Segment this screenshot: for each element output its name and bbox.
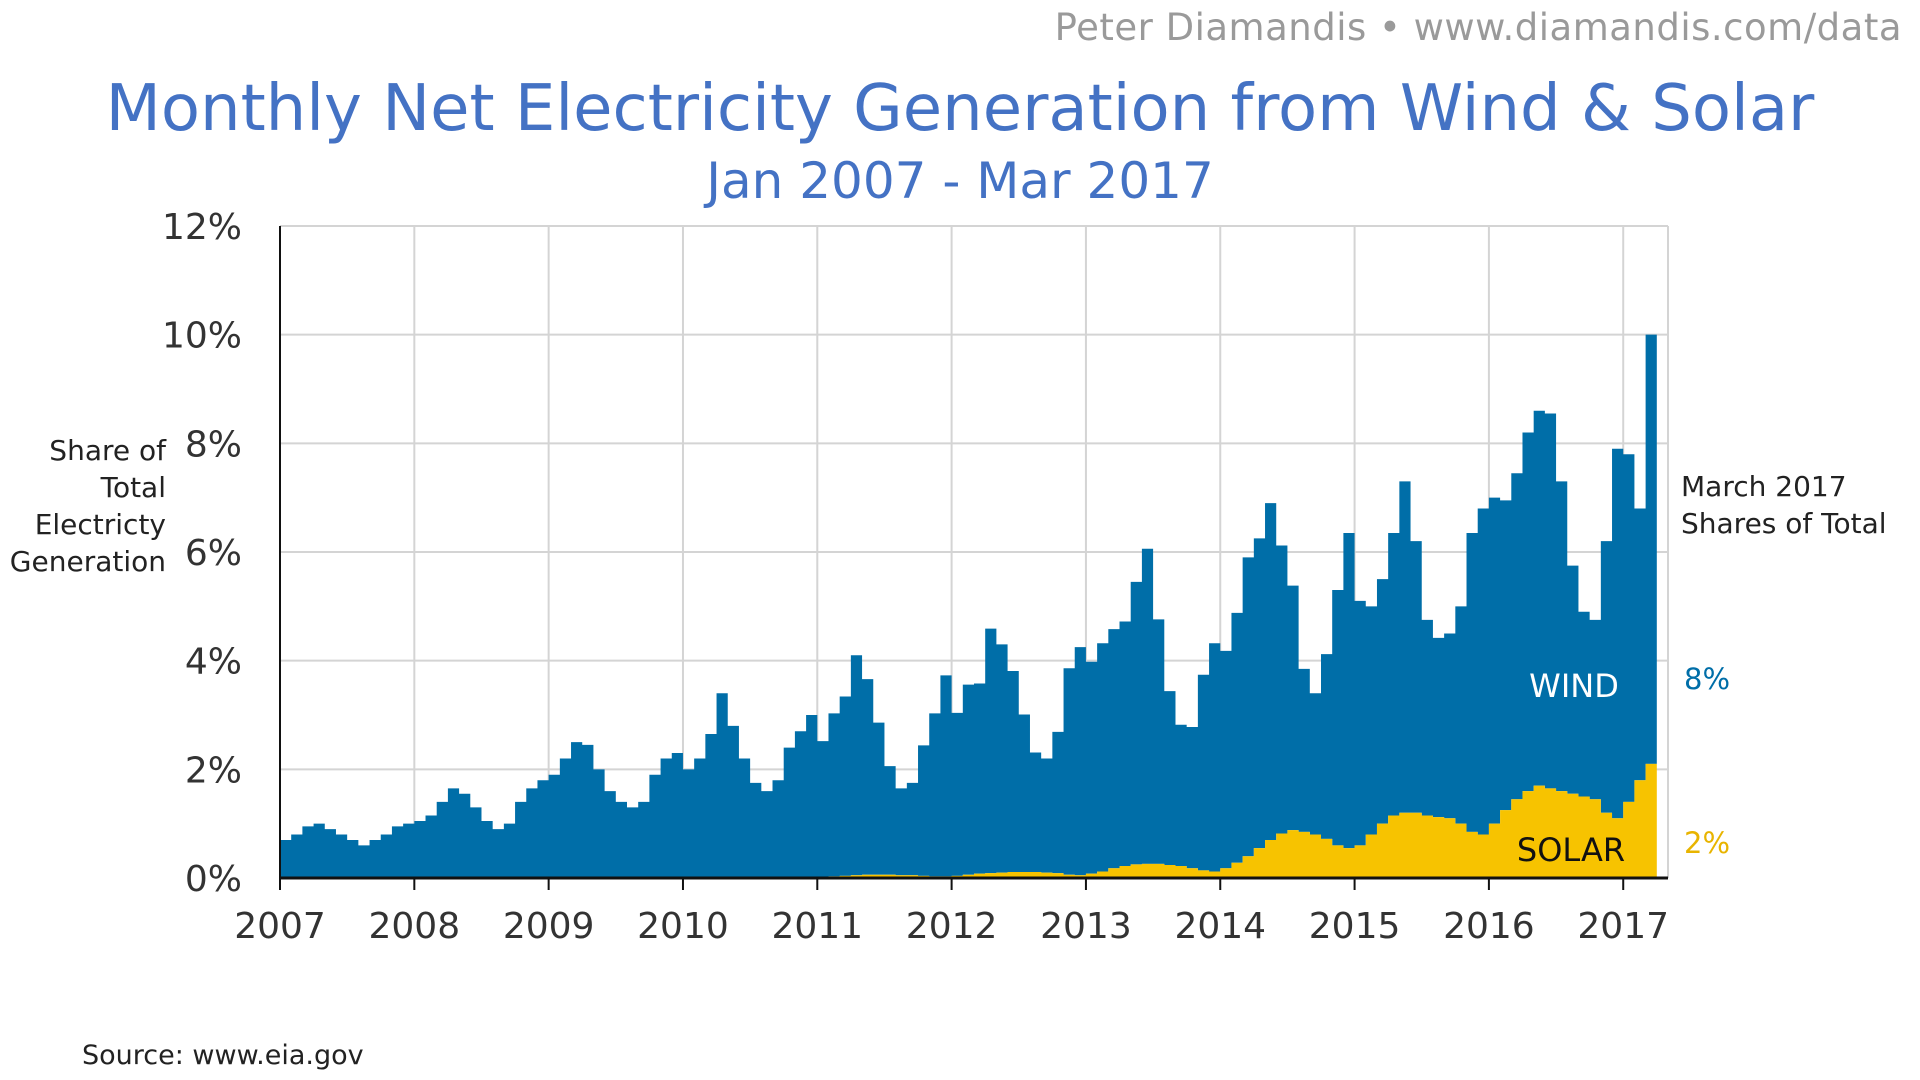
wind-area [280, 334, 1657, 879]
y-axis-label: Share of Total Electricty Generation [0, 432, 166, 580]
chart-title: Monthly Net Electricity Generation from … [105, 72, 1815, 146]
y-tick-label: 4% [185, 642, 242, 683]
y-axis-label-line: Generation [9, 545, 166, 578]
x-tick-label: 2016 [1443, 906, 1535, 947]
y-tick-label: 8% [185, 424, 242, 465]
y-tick-label: 2% [185, 750, 242, 791]
y-axis-label-line: Total [100, 471, 166, 504]
y-tick-label: 0% [185, 859, 242, 900]
credit-line: Peter Diamandis • www.diamandis.com/data [1054, 6, 1902, 49]
solar-series-label: SOLAR [1517, 831, 1625, 869]
wind-share-label: 8% [1684, 662, 1730, 696]
source-note: Source: www.eia.gov [82, 1040, 364, 1071]
x-tick-label: 2012 [906, 906, 998, 947]
x-tick-labels: 2007 2008 2009 2010 2011 2012 2013 2014 2015 2016… [234, 906, 1669, 947]
chart-subtitle: Jan 2007 - Mar 2017 [706, 152, 1214, 210]
x-tick-label: 2015 [1309, 906, 1401, 947]
x-tick-label: 2009 [503, 906, 595, 947]
x-tick-label: 2017 [1577, 906, 1669, 947]
side-note-line: March 2017 [1681, 470, 1847, 503]
x-tick-label: 2007 [234, 906, 326, 947]
wind-series-label: WIND [1529, 667, 1619, 705]
y-axis-label-line: Share of [49, 434, 166, 467]
solar-area [280, 763, 1657, 878]
march-2017-note: March 2017 Shares of Total [1681, 468, 1887, 542]
x-tick-label: 2013 [1040, 906, 1132, 947]
y-tick-label: 12% [162, 207, 242, 248]
axes [279, 226, 1668, 890]
y-tick-labels: 0% 2% 4% 6% 8% 10% 12% [162, 207, 242, 900]
x-tick-label: 2010 [637, 906, 729, 947]
y-tick-label: 10% [162, 316, 242, 357]
x-tick-label: 2011 [771, 906, 863, 947]
y-axis-label-line: Electricty [34, 508, 166, 541]
stacked-areas [280, 334, 1657, 879]
x-tick-label: 2008 [369, 906, 461, 947]
y-tick-label: 6% [185, 533, 242, 574]
side-note-line: Shares of Total [1681, 507, 1887, 540]
x-tick-label: 2014 [1174, 906, 1266, 947]
solar-share-label: 2% [1684, 826, 1730, 860]
